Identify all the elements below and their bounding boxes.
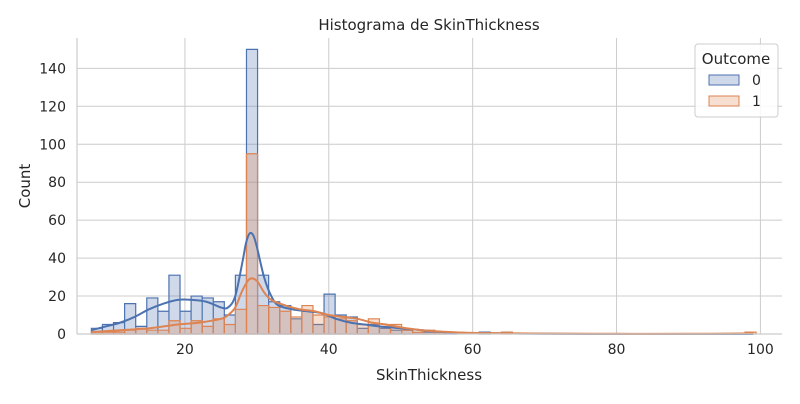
legend-label-0: 0 [752, 73, 761, 89]
y-tick-label: 80 [48, 175, 66, 191]
tick-labels: 20 40 60 80 100 0 20 40 60 80 100 120 140 [39, 61, 774, 358]
y-axis-label: Count [16, 164, 34, 209]
axes [76, 38, 782, 335]
x-tick-label: 60 [464, 342, 482, 358]
legend-label-1: 1 [752, 94, 761, 110]
histogram-bars [90, 48, 757, 335]
chart-title: Histograma de SkinThickness [318, 16, 539, 34]
y-tick-label: 20 [48, 289, 66, 305]
grid-lines [77, 38, 782, 335]
kde-line-1 [91, 277, 754, 335]
x-tick-label: 40 [320, 342, 338, 358]
histogram-series-0 [90, 48, 491, 335]
legend-box [694, 43, 779, 118]
x-axis-label: SkinThickness [376, 366, 482, 384]
y-tick-label: 0 [57, 327, 66, 343]
y-tick-label: 100 [39, 137, 66, 153]
legend-swatch-1 [708, 95, 740, 107]
legend: Outcome 0 1 [694, 43, 779, 118]
legend-title: Outcome [702, 50, 770, 68]
kde-curves [91, 231, 754, 336]
y-tick-label: 40 [48, 251, 66, 267]
y-tick-label: 120 [39, 99, 66, 115]
y-tick-label: 60 [48, 213, 66, 229]
x-tick-label: 80 [608, 342, 626, 358]
y-tick-label: 140 [39, 61, 66, 77]
x-tick-label: 100 [747, 342, 774, 358]
legend-swatch-0 [708, 74, 740, 86]
x-tick-label: 20 [176, 342, 194, 358]
